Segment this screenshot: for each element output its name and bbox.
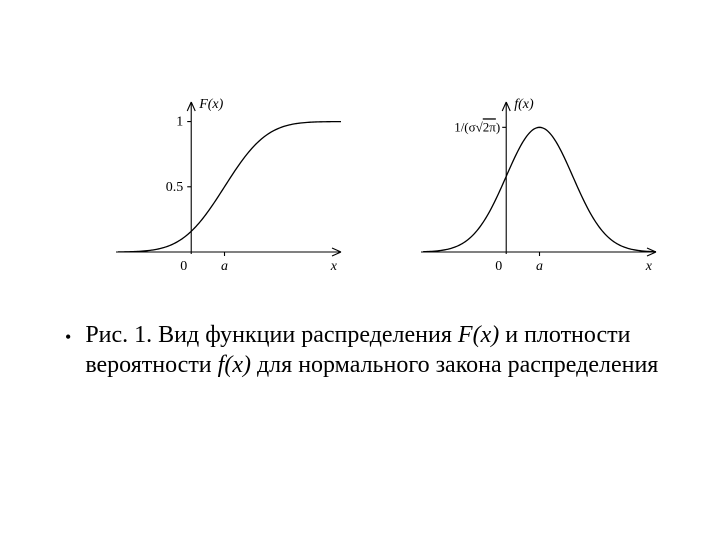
caption-text: Рис. 1. Вид функции распределения F(x) и… bbox=[85, 320, 665, 380]
svg-text:a: a bbox=[221, 259, 228, 274]
chart-row: F(x) 0.5 1 0 a x f(x) 1/(σ√2π) 0 a x bbox=[60, 90, 670, 280]
svg-text:1: 1 bbox=[176, 115, 183, 130]
svg-text:0: 0 bbox=[495, 259, 502, 274]
bullet-icon: • bbox=[65, 326, 71, 349]
pdf-chart: f(x) 1/(σ√2π) 0 a x bbox=[365, 90, 670, 280]
svg-text:x: x bbox=[330, 259, 338, 274]
slide: F(x) 0.5 1 0 a x f(x) 1/(σ√2π) 0 a x • Рис. 1. Ви… bbox=[0, 0, 720, 540]
svg-text:F(x): F(x) bbox=[198, 97, 223, 112]
svg-text:f(x): f(x) bbox=[514, 97, 534, 112]
svg-text:0.5: 0.5 bbox=[166, 180, 184, 195]
figure-caption: • Рис. 1. Вид функции распределения F(x)… bbox=[65, 320, 665, 380]
svg-text:a: a bbox=[536, 259, 543, 274]
svg-text:x: x bbox=[645, 259, 653, 274]
cdf-chart: F(x) 0.5 1 0 a x bbox=[60, 90, 355, 280]
svg-text:0: 0 bbox=[180, 259, 187, 274]
svg-text:1/(σ√2π): 1/(σ√2π) bbox=[454, 119, 500, 134]
